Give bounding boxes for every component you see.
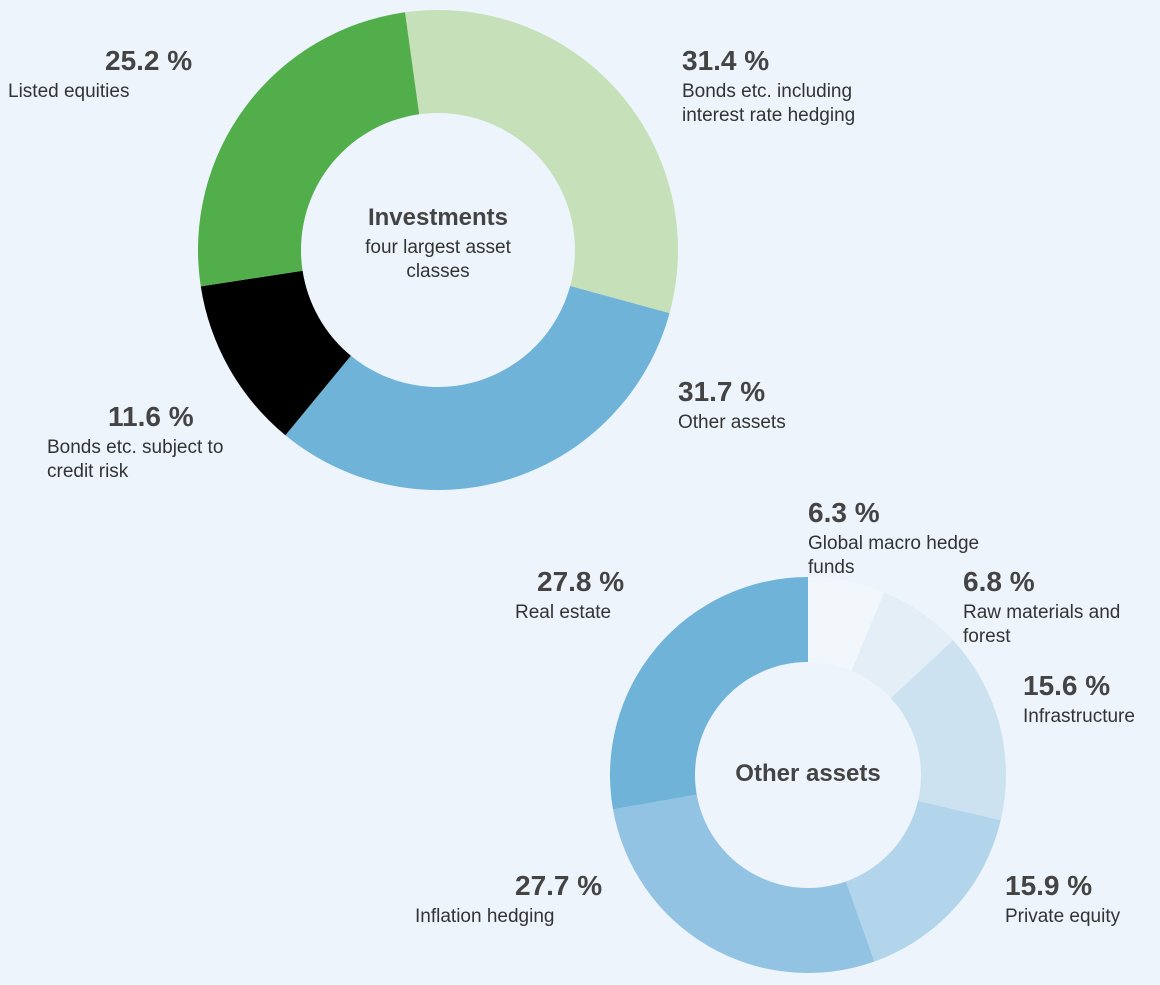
center-subtitle: four largest asset classes bbox=[365, 237, 511, 282]
category-label: Inflation hedging bbox=[415, 906, 555, 927]
value-label: 31.7 % bbox=[678, 376, 766, 407]
donut-segment bbox=[808, 577, 885, 671]
category-label: Infrastructure bbox=[1023, 706, 1135, 727]
donut-segment bbox=[198, 12, 420, 287]
value-label: 15.6 % bbox=[1023, 670, 1111, 701]
value-label: 11.6 % bbox=[108, 401, 194, 432]
category-label: Bonds etc. subject to credit risk bbox=[47, 437, 224, 482]
donut-segment bbox=[200, 270, 351, 436]
category-label: Bonds etc. including interest rate hedgi… bbox=[682, 81, 856, 126]
center-title: Other assets bbox=[735, 760, 881, 787]
value-label: 6.8 % bbox=[963, 566, 1035, 597]
donut-segment bbox=[612, 794, 875, 974]
value-label: 31.4 % bbox=[682, 45, 770, 76]
value-label: 25.2 % bbox=[105, 45, 193, 76]
donut-segment bbox=[845, 800, 1001, 962]
category-label: Global macro hedge funds bbox=[808, 533, 980, 578]
donut-segment bbox=[610, 577, 808, 810]
category-label: Raw materials and forest bbox=[963, 602, 1121, 647]
value-label: 15.9 % bbox=[1005, 870, 1093, 901]
value-label: 27.8 % bbox=[537, 566, 625, 597]
donut-segment bbox=[285, 286, 670, 491]
category-label: Listed equities bbox=[8, 81, 130, 102]
donut-segment bbox=[890, 640, 1007, 821]
center-title: Investments bbox=[367, 204, 509, 231]
donut-segment bbox=[405, 10, 678, 314]
value-label: 6.3 % bbox=[808, 497, 880, 528]
value-label: 27.7 % bbox=[515, 870, 603, 901]
donut-segment bbox=[851, 592, 954, 699]
category-label: Real estate bbox=[515, 602, 612, 623]
category-label: Private equity bbox=[1005, 906, 1121, 927]
category-label: Other assets bbox=[678, 412, 786, 433]
